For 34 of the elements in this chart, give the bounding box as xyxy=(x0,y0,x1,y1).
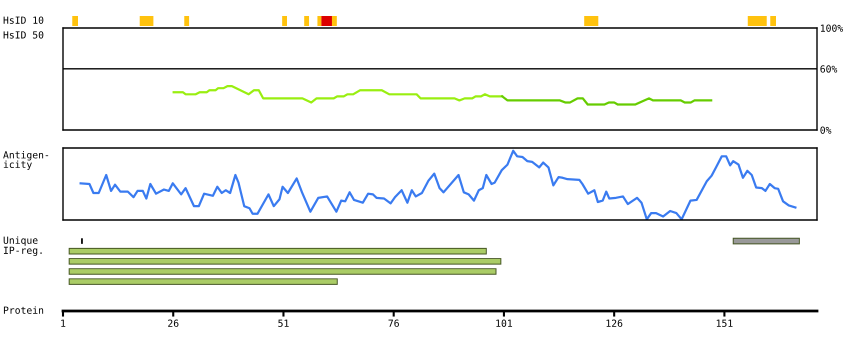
x-tick-label: 51 xyxy=(278,320,289,327)
x-tick-label: 76 xyxy=(388,320,399,327)
y-axis-title: Antigen- icity xyxy=(3,151,48,170)
bar xyxy=(140,16,154,26)
y-tick-label: IP-reg. xyxy=(4,246,42,256)
line-series xyxy=(172,85,504,104)
x-axis-title: Protein xyxy=(4,306,44,314)
y-tick-label: 0% xyxy=(820,126,832,134)
x-tick-label: 1 xyxy=(61,320,66,327)
y-axis-title: HsID 50 xyxy=(4,31,44,39)
x-tick-label: 26 xyxy=(168,320,178,327)
bar xyxy=(68,268,496,275)
bar xyxy=(68,278,338,285)
y-tick-label: Unique xyxy=(4,236,38,246)
bar xyxy=(304,16,310,26)
x-tick-label: 126 xyxy=(606,320,622,327)
line-series xyxy=(501,95,712,106)
x-tick-label: 151 xyxy=(716,320,733,327)
bar xyxy=(321,16,332,26)
bar xyxy=(282,16,287,26)
bar xyxy=(770,16,776,26)
x-tick-label: 101 xyxy=(496,320,512,327)
bar xyxy=(72,16,78,26)
y-tick-label: 100% xyxy=(820,24,844,32)
bar xyxy=(317,16,322,26)
bar xyxy=(332,16,337,26)
bar xyxy=(68,258,502,265)
category-label: HsID 10 xyxy=(4,16,44,24)
bar xyxy=(748,16,767,26)
bar xyxy=(584,16,598,26)
bar xyxy=(184,16,190,26)
bar xyxy=(732,238,800,244)
y-tick-label: 60% xyxy=(820,65,838,73)
bar xyxy=(68,248,487,254)
